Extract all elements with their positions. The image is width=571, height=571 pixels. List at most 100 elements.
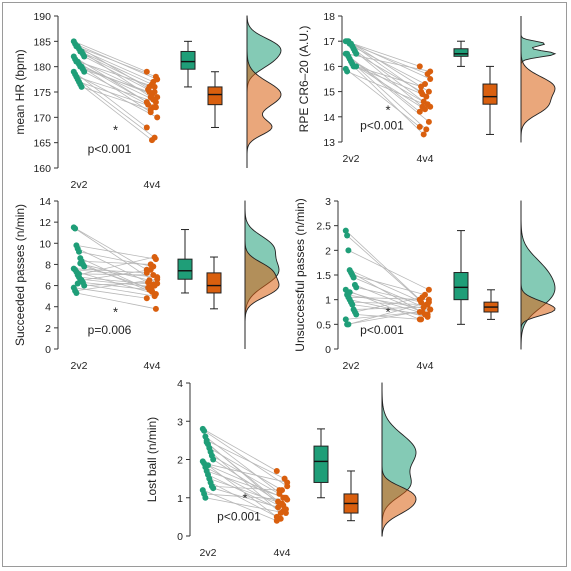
chart-panel-5: 0 1 2 3 4 Lost ball (n/min) 2v2 4v4 * p<0.001 [145,378,417,559]
pair-line [78,276,154,285]
box-body [453,272,469,301]
data-point-2v2 [353,311,360,318]
y-tick-label: 185 [33,36,51,48]
data-point-4v4 [281,506,288,513]
y-axis-label: mean HR (bpm) [13,49,27,134]
significance-marker: * [242,490,247,505]
data-point-4v4 [425,286,432,293]
pair-line [84,71,149,106]
pair-line [348,301,430,325]
pair-line [210,451,281,514]
data-point-4v4 [147,261,154,268]
data-point-2v2 [81,282,88,289]
x-tick-label: 2v2 [71,360,88,372]
pair-line [345,230,421,300]
pair-line [353,306,424,310]
pair-line [77,79,155,138]
data-point-2v2 [210,456,217,463]
data-point-4v4 [427,103,434,110]
data-point-4v4 [427,76,434,82]
y-tick-label: 175 [33,87,51,99]
pair-line [75,278,158,292]
density-4v4 [381,383,417,537]
data-point-4v4 [273,517,280,524]
data-point-4v4 [152,73,159,80]
y-tick-label: 0.5 [316,319,331,331]
y-tick-label: 160 [33,163,51,175]
x-tick-label: 2v2 [343,360,360,372]
y-tick-label: 1.5 [316,270,331,282]
data-point-4v4 [276,487,283,494]
data-point-4v4 [143,124,150,131]
data-point-4v4 [418,83,425,90]
density-4v4 [520,16,556,143]
pair-line [206,441,285,510]
density-4v4 [520,201,556,349]
data-point-2v2 [350,274,357,281]
pair-line [84,56,149,90]
data-point-2v2 [76,248,82,255]
pair-line [356,66,422,87]
data-point-2v2 [81,68,88,75]
data-point-4v4 [420,131,427,138]
y-tick-label: 3 [177,416,183,428]
y-axis-label: RPE CR6–20 (A.U.) [297,26,311,133]
data-point-4v4 [151,254,158,261]
data-point-4v4 [425,118,432,125]
data-point-4v4 [147,106,154,113]
data-point-2v2 [202,494,209,501]
data-point-4v4 [149,137,155,144]
data-point-4v4 [427,68,434,75]
data-point-2v2 [344,68,351,75]
pair-line [355,53,422,92]
pair-line [348,296,429,301]
pair-line [347,53,431,72]
data-point-2v2 [342,227,349,234]
data-point-4v4 [146,89,153,95]
y-tick-label: 2.5 [316,221,331,233]
pair-line [211,455,280,495]
pair-line [348,40,430,92]
y-tick-label: 16 [323,61,335,73]
pair-line [352,274,426,296]
pair-line [211,485,280,491]
x-tick-label: 4v4 [417,360,434,372]
pair-line [352,45,426,85]
pair-line [76,245,156,260]
data-point-4v4 [416,108,423,115]
data-point-4v4 [143,295,150,302]
y-tick-label: 1 [177,493,183,505]
density-4v4 [246,16,282,168]
data-point-2v2 [72,225,79,232]
pair-line [353,48,424,102]
x-tick-label: 4v4 [274,547,291,559]
pair-line [348,249,430,291]
box-body [482,83,498,105]
y-tick-label: 180 [33,62,51,74]
pair-line [81,269,151,281]
y-tick-label: 8 [45,259,51,271]
data-point-4v4 [280,494,287,501]
pair-line [345,40,420,67]
data-point-4v4 [419,294,426,301]
pair-line [203,430,288,487]
pair-line [210,482,281,520]
box-body [313,445,329,483]
data-point-4v4 [427,306,434,313]
x-tick-label: 2v2 [71,179,88,191]
y-tick-label: 2 [325,245,331,257]
data-point-2v2 [205,462,211,469]
pair-line [349,58,428,105]
data-point-2v2 [345,321,352,328]
box-body [177,258,193,280]
y-tick-label: 2 [45,323,51,335]
data-point-2v2 [74,280,81,287]
box-body [207,86,223,106]
data-point-2v2 [353,284,360,291]
pair-line [73,40,147,73]
y-tick-label: 3 [325,196,331,208]
y-tick-label: 190 [33,11,51,23]
y-tick-label: 165 [33,138,51,150]
p-value-label: p<0.001 [360,323,404,337]
pair-line [74,228,158,284]
